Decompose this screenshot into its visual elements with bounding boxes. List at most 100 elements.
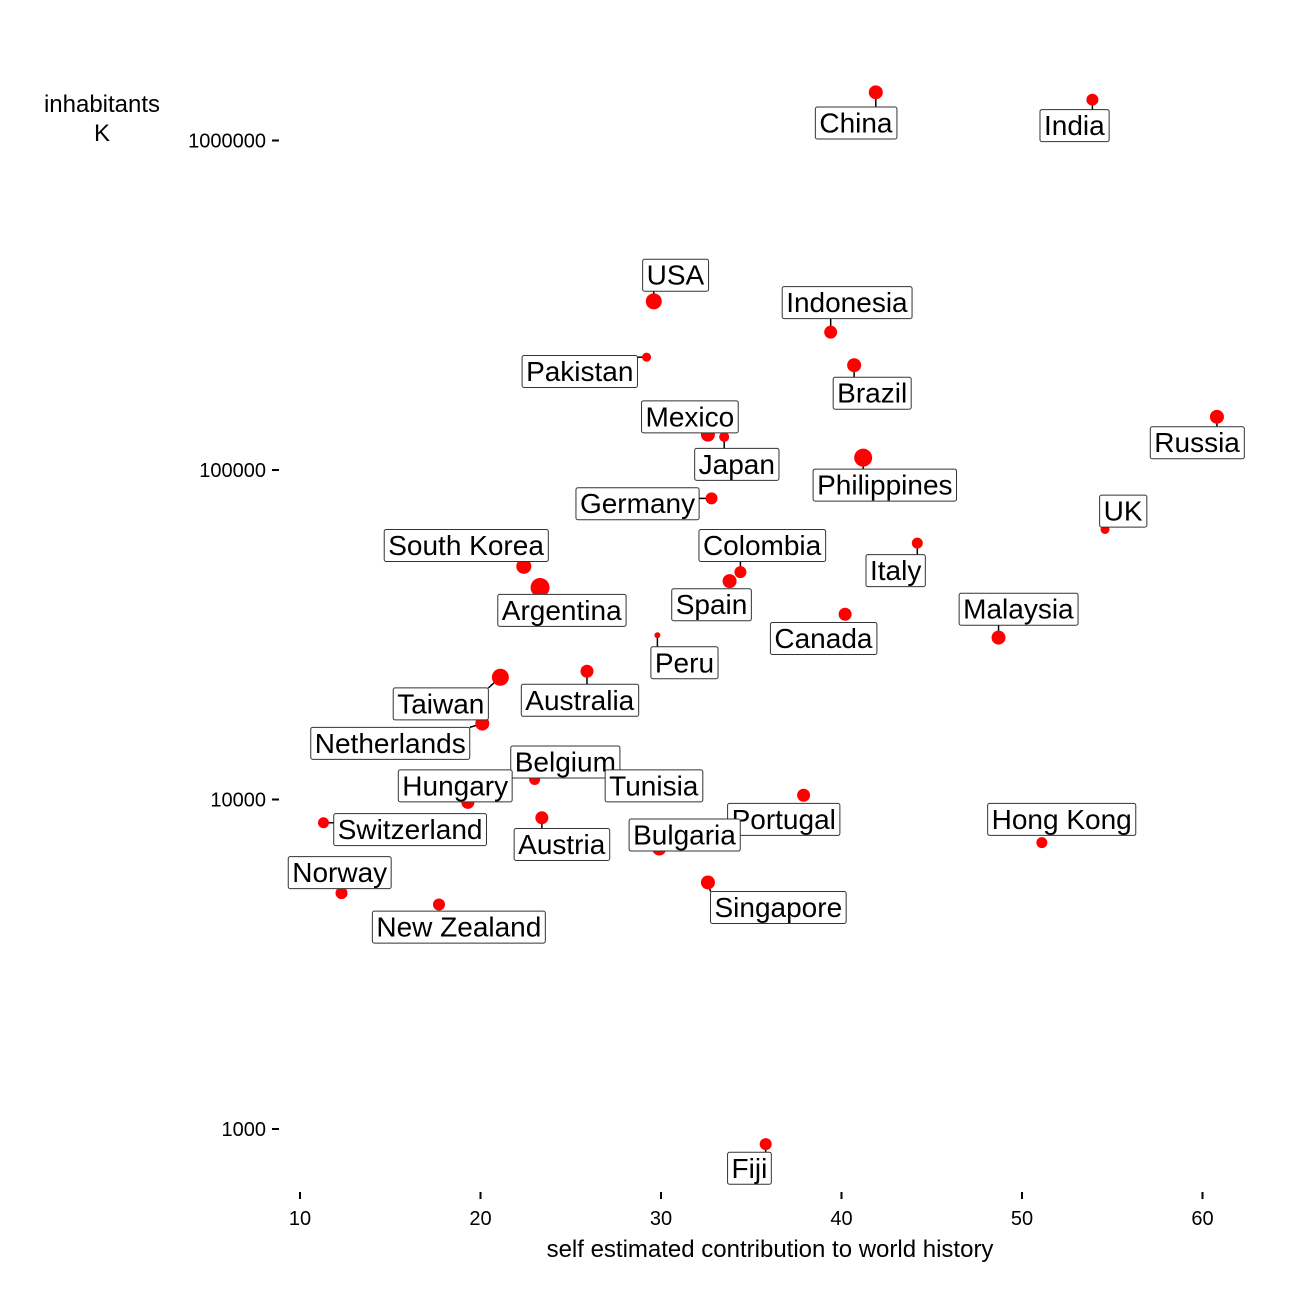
point-india: [1086, 93, 1099, 106]
label-pakistan: Pakistan: [521, 355, 638, 389]
x-tick-label: 50: [1011, 1208, 1033, 1230]
label-box: [958, 592, 1079, 626]
label-tunisia: Tunisia: [604, 769, 704, 803]
label-box: [510, 745, 621, 779]
label-singapore: Singapore: [709, 891, 847, 925]
point-label: Colombia: [703, 530, 822, 561]
point-label: USA: [647, 260, 705, 291]
point-portugal: [797, 788, 811, 802]
x-axis: 10 20 30 40 50 60: [289, 1192, 1214, 1230]
point-label: Italy: [870, 555, 921, 586]
label-box: [604, 769, 704, 803]
label-box: [650, 646, 719, 680]
label-hong-kong: Hong Kong: [987, 802, 1137, 836]
label-box: [987, 802, 1137, 836]
point-australia: [580, 664, 594, 678]
y-tick-label: 1000: [222, 1119, 267, 1141]
label-box: [392, 687, 489, 721]
point-label: UK: [1104, 496, 1143, 527]
point-colombia: [734, 566, 747, 579]
label-south-korea: South Korea: [383, 529, 549, 563]
label-box: [575, 487, 700, 521]
x-tick-label: 60: [1191, 1208, 1213, 1230]
point-label: Norway: [292, 857, 387, 888]
label-argentina: Argentina: [497, 593, 627, 627]
point-label: China: [819, 108, 893, 139]
point-spain: [722, 574, 737, 589]
point-philippines: [854, 448, 873, 467]
y-axis: 1000 10000 100000 1000000: [188, 131, 279, 1141]
label-colombia: Colombia: [698, 529, 827, 563]
point-russia: [1209, 409, 1224, 424]
label-malaysia: Malaysia: [958, 592, 1079, 626]
point-label: Peru: [655, 647, 714, 678]
point-malaysia: [991, 630, 1006, 645]
point-hong-kong: [1036, 837, 1048, 849]
point-label: Russia: [1154, 427, 1240, 458]
label-taiwan: Taiwan: [392, 687, 489, 721]
point-label: Germany: [580, 488, 695, 519]
point-germany: [705, 492, 718, 505]
data-points: [317, 85, 1224, 1153]
point-label: Bulgaria: [633, 820, 736, 851]
y-tick-label: 10000: [210, 790, 266, 812]
label-belgium: Belgium: [510, 745, 621, 779]
point-label: Fiji: [732, 1153, 768, 1184]
point-label: Austria: [518, 829, 606, 860]
point-austria: [535, 811, 549, 825]
point-italy: [911, 537, 923, 549]
point-china: [868, 85, 883, 100]
x-axis-title: self estimated contribution to world his…: [547, 1236, 994, 1263]
point-label: Pakistan: [526, 356, 633, 387]
label-uk: UK: [1099, 494, 1148, 528]
point-label: Australia: [525, 685, 634, 716]
label-russia: Russia: [1149, 426, 1245, 460]
label-italy: Italy: [865, 554, 926, 588]
label-box: [287, 856, 392, 890]
point-pakistan: [642, 352, 652, 362]
label-switzerland: Switzerland: [333, 813, 487, 847]
x-tick-label: 40: [830, 1208, 852, 1230]
label-hungary: Hungary: [397, 769, 513, 803]
point-label: Hungary: [402, 770, 508, 801]
label-peru: Peru: [650, 646, 719, 680]
point-label: Malaysia: [963, 594, 1074, 625]
label-spain: Spain: [671, 588, 752, 622]
y-axis-title-line1: inhabitants: [44, 91, 160, 118]
point-label: Brazil: [837, 378, 907, 409]
label-box: [671, 588, 752, 622]
point-label: Taiwan: [397, 688, 484, 719]
point-south-korea: [516, 558, 532, 574]
label-box: [521, 355, 638, 389]
point-label: South Korea: [388, 530, 544, 561]
point-labels: China India USA Indonesia Pakistan Brazil Russ…: [287, 106, 1245, 1185]
point-argentina: [530, 577, 550, 597]
label-box: [812, 468, 958, 502]
point-label: Portugal: [732, 804, 836, 835]
point-brazil: [847, 358, 862, 373]
label-australia: Australia: [520, 683, 640, 717]
label-brazil: Brazil: [832, 376, 912, 410]
point-label: Philippines: [817, 470, 952, 501]
label-portugal: Portugal: [727, 802, 841, 836]
label-austria: Austria: [513, 828, 611, 862]
point-fiji: [759, 1138, 772, 1151]
label-box: [520, 683, 640, 717]
point-peru: [654, 632, 661, 639]
label-usa: USA: [642, 258, 710, 292]
point-label: Canada: [774, 623, 873, 654]
label-new-zealand: New Zealand: [371, 910, 546, 944]
label-box: [1039, 109, 1110, 143]
label-box: [769, 622, 878, 656]
label-germany: Germany: [575, 487, 700, 521]
label-box: [641, 400, 739, 434]
point-norway: [335, 887, 348, 900]
label-indonesia: Indonesia: [781, 286, 913, 320]
point-label: Singapore: [714, 892, 842, 923]
label-box: [310, 726, 471, 760]
label-box: [865, 554, 926, 588]
label-box: [497, 593, 627, 627]
point-label: Argentina: [502, 595, 622, 626]
label-box: [694, 447, 780, 481]
